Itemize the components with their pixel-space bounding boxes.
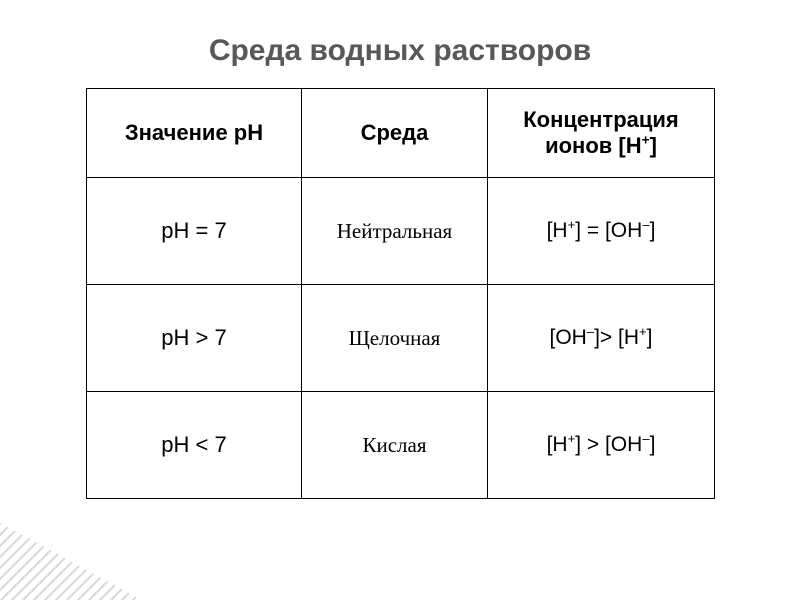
- table-row: рН > 7 Щелочная [OH–]> [H+]: [87, 285, 715, 392]
- col-header-conc: Концентрация ионов [H+]: [488, 89, 715, 178]
- corner-stripes-decor: [0, 490, 160, 600]
- table-row: рН < 7 Кислая [H+] > [OH–]: [87, 392, 715, 499]
- cell-ph: рН = 7: [87, 178, 302, 285]
- cell-ph: рН > 7: [87, 285, 302, 392]
- cell-conc: [H+] > [OH–]: [488, 392, 715, 499]
- table-row: рН = 7 Нейтральная [H+] = [OH–]: [87, 178, 715, 285]
- cell-env: Нейтральная: [302, 178, 488, 285]
- cell-env: Кислая: [302, 392, 488, 499]
- page-title: Среда водных растворов: [0, 34, 800, 68]
- cell-conc: [H+] = [OH–]: [488, 178, 715, 285]
- col-header-env: Среда: [302, 89, 488, 178]
- ph-table: Значение рН Среда Концентрация ионов [H+…: [86, 88, 715, 499]
- table-header-row: Значение рН Среда Концентрация ионов [H+…: [87, 89, 715, 178]
- col-header-ph: Значение рН: [87, 89, 302, 178]
- cell-env: Щелочная: [302, 285, 488, 392]
- cell-ph: рН < 7: [87, 392, 302, 499]
- cell-conc: [OH–]> [H+]: [488, 285, 715, 392]
